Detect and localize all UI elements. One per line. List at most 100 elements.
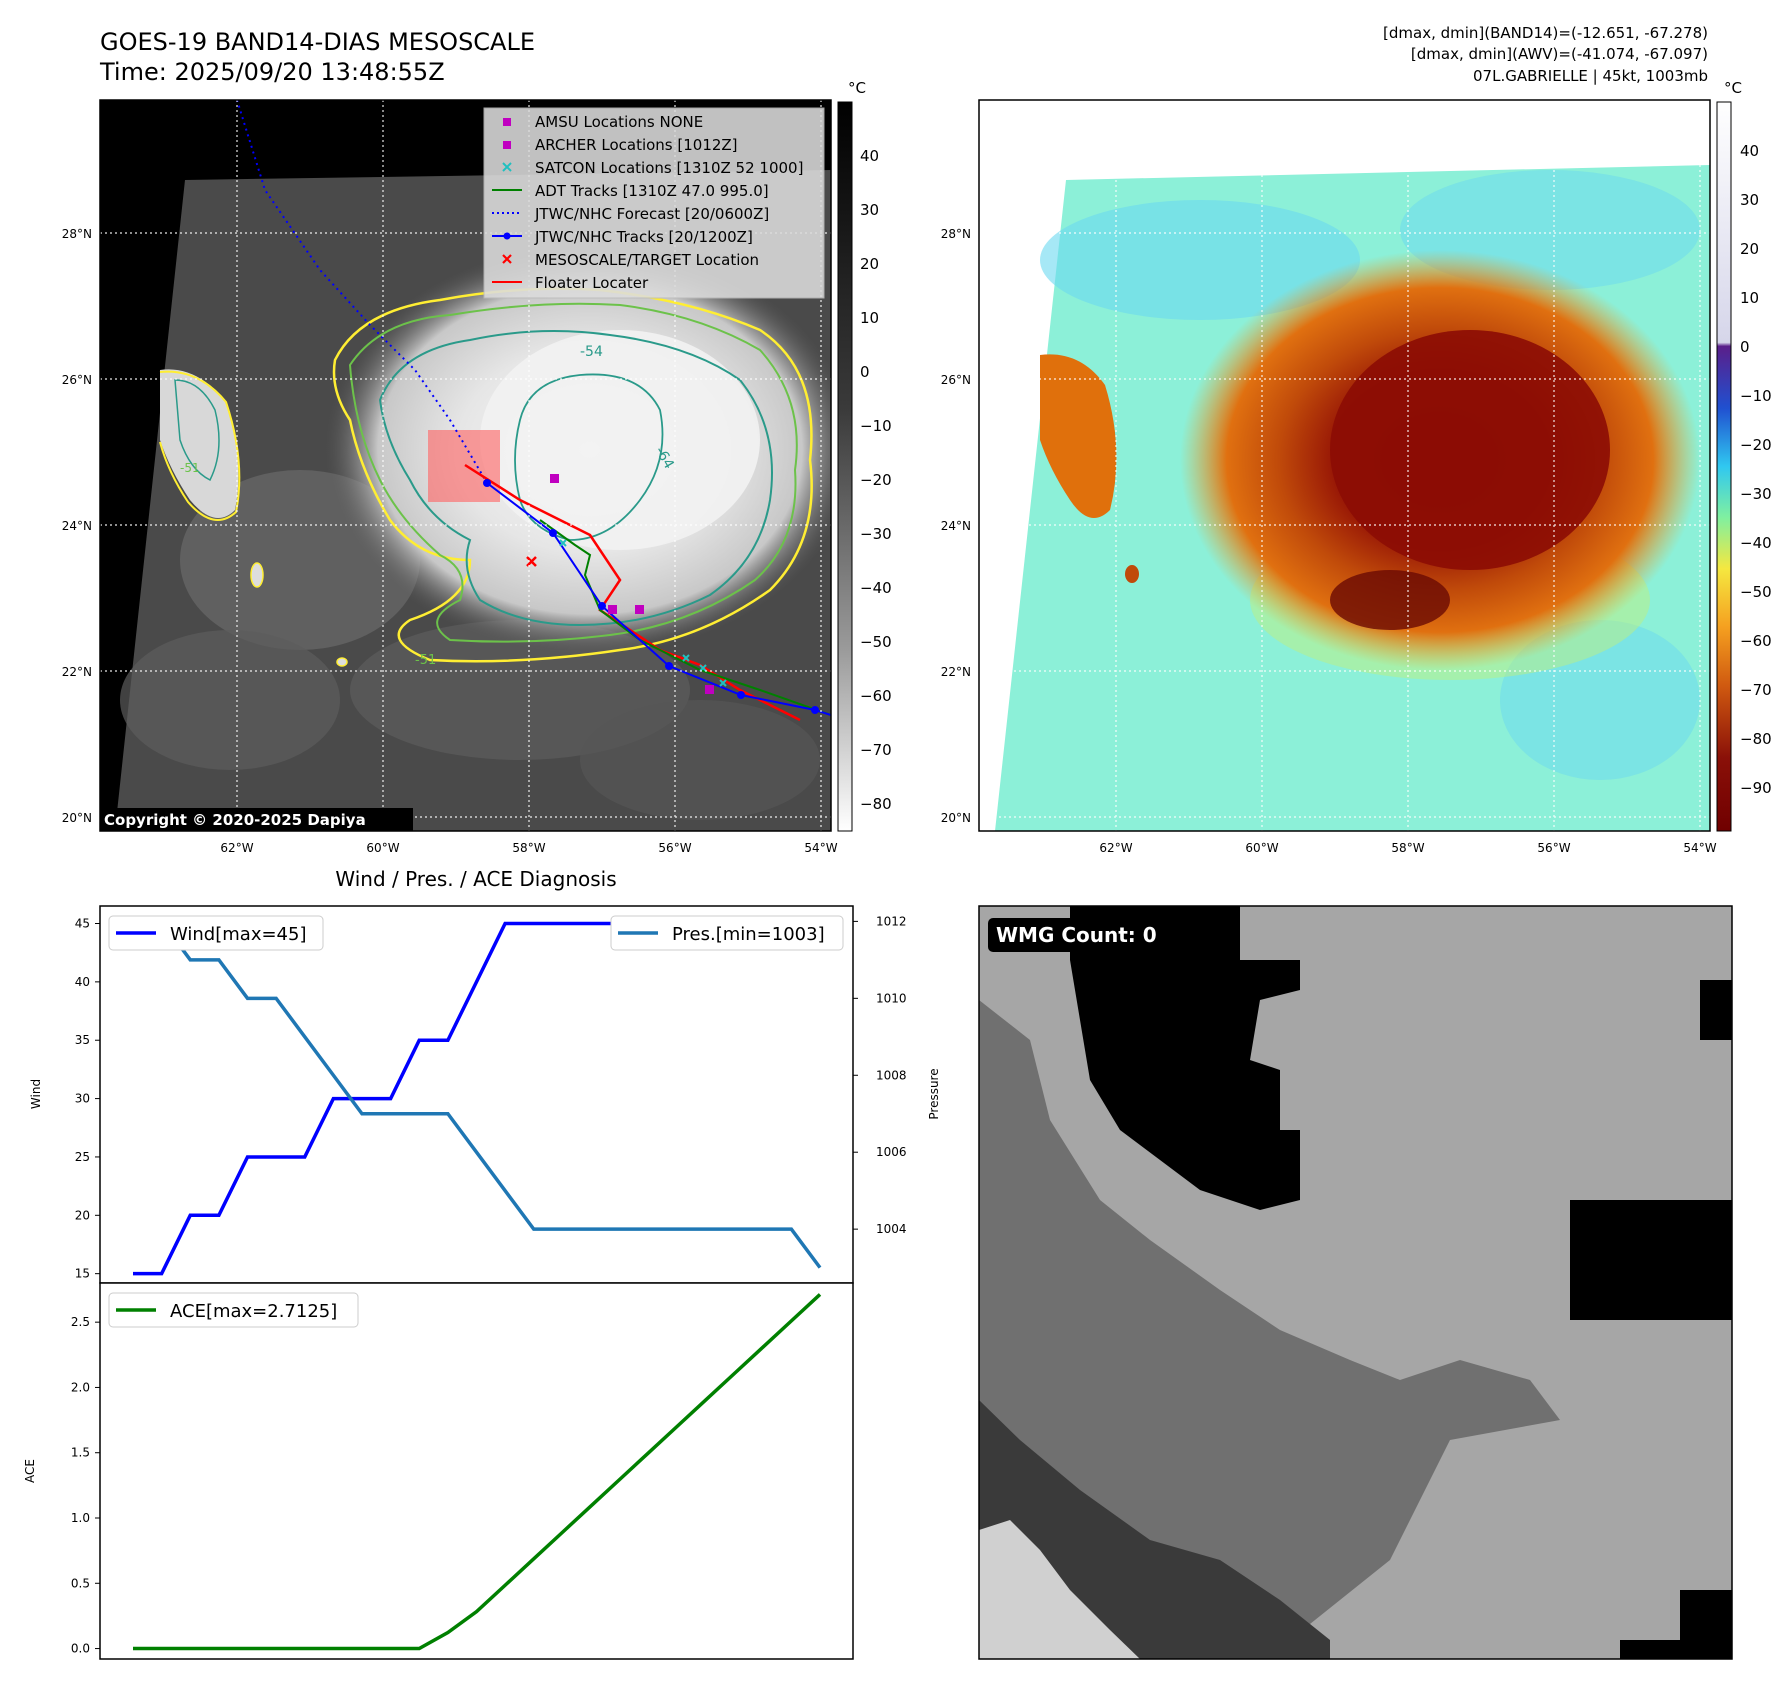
wmg-light-corner bbox=[979, 1520, 1140, 1659]
pressure-tick-label: 1006 bbox=[876, 1145, 907, 1159]
storm-info: 07L.GABRIELLE | 45kt, 1003mb bbox=[1473, 67, 1708, 85]
svg-text:62°W: 62°W bbox=[1099, 841, 1132, 855]
color-west-mass bbox=[1040, 354, 1117, 518]
ace-axis-label: ACE bbox=[23, 1459, 37, 1483]
svg-text:26°N: 26°N bbox=[941, 373, 971, 387]
ace-series-line bbox=[133, 1293, 822, 1651]
ir-lon-labels: 62°W 60°W 58°W 56°W 54°W bbox=[220, 841, 837, 855]
svg-text:−60: −60 bbox=[1740, 632, 1772, 650]
contour-label-51b: -51 bbox=[180, 461, 200, 475]
wind-tick-label: 45 bbox=[75, 917, 90, 931]
svg-text:20: 20 bbox=[1740, 240, 1759, 258]
svg-text:62°W: 62°W bbox=[220, 841, 253, 855]
svg-text:−50: −50 bbox=[1740, 583, 1772, 601]
pressure-legend: Pres.[min=1003] bbox=[610, 915, 844, 951]
stat-awv: [dmax, dmin](AWV)=(-41.074, -67.097) bbox=[1411, 45, 1708, 63]
contour-yellow-west bbox=[159, 370, 241, 521]
svg-text:24°N: 24°N bbox=[941, 519, 971, 533]
svg-text:−80: −80 bbox=[1740, 730, 1772, 748]
ir-lat-labels: 28°N 26°N 24°N 22°N 20°N bbox=[62, 227, 92, 825]
wmg-gray-band bbox=[979, 1000, 1560, 1659]
map-legend: AMSU Locations NONE ARCHER Locations [10… bbox=[483, 107, 825, 299]
wind-tick-label: 25 bbox=[75, 1150, 90, 1164]
svg-text:Wind[max=45]: Wind[max=45] bbox=[170, 924, 307, 945]
jtwc-track-points bbox=[483, 479, 819, 714]
svg-text:−30: −30 bbox=[1740, 485, 1772, 503]
svg-text:28°N: 28°N bbox=[941, 227, 971, 241]
ace-tick-label: 1.0 bbox=[71, 1511, 90, 1525]
archer-markers bbox=[550, 474, 714, 694]
svg-text:56°W: 56°W bbox=[658, 841, 691, 855]
svg-text:°C: °C bbox=[848, 79, 866, 97]
pressure-tick-label: 1010 bbox=[876, 991, 907, 1005]
svg-text:60°W: 60°W bbox=[366, 841, 399, 855]
diagnosis-title: Wind / Pres. / ACE Diagnosis bbox=[335, 867, 616, 891]
legend-target: MESOSCALE/TARGET Location bbox=[535, 251, 759, 269]
svg-text:−90: −90 bbox=[1740, 779, 1772, 797]
legend-archer: ARCHER Locations [1012Z] bbox=[535, 136, 738, 154]
satcon-markers bbox=[559, 539, 727, 687]
wind-tick-label: 20 bbox=[75, 1208, 90, 1222]
svg-text:°C: °C bbox=[1724, 79, 1742, 97]
legend-amsu: AMSU Locations NONE bbox=[535, 113, 703, 131]
wmg-count-label: WMG Count: 0 bbox=[996, 923, 1157, 947]
wind-tick-label: 15 bbox=[75, 1267, 90, 1281]
legend-satcon: SATCON Locations [1310Z 52 1000] bbox=[535, 159, 803, 177]
svg-text:40: 40 bbox=[860, 147, 879, 165]
floater-box bbox=[428, 430, 500, 502]
svg-text:−30: −30 bbox=[860, 525, 892, 543]
color-colorbar: °C 40 30 20 10 0 −10 −20 −30 −40 −50 −60… bbox=[1716, 79, 1772, 832]
ace-chart: 0.0 0.5 1.0 1.5 2.0 2.5 ACE ACE[max=2.7125] bbox=[23, 1282, 854, 1660]
contour-label-51: -51 bbox=[415, 653, 436, 668]
svg-text:−40: −40 bbox=[1740, 534, 1772, 552]
adt-track bbox=[539, 519, 831, 716]
svg-text:22°N: 22°N bbox=[941, 665, 971, 679]
svg-text:−40: −40 bbox=[860, 579, 892, 597]
svg-text:−20: −20 bbox=[860, 471, 892, 489]
stat-band14: [dmax, dmin](BAND14)=(-12.651, -67.278) bbox=[1383, 24, 1708, 42]
svg-text:56°W: 56°W bbox=[1537, 841, 1570, 855]
figure-time: Time: 2025/09/20 13:48:55Z bbox=[99, 58, 445, 86]
color-map-panel bbox=[979, 100, 1710, 831]
svg-text:−70: −70 bbox=[1740, 681, 1772, 699]
wind-tick-label: 30 bbox=[75, 1092, 90, 1106]
color-lat-labels: 28°N 26°N 24°N 22°N 20°N bbox=[941, 227, 971, 825]
svg-text:Pres.[min=1003]: Pres.[min=1003] bbox=[672, 924, 825, 945]
svg-text:60°W: 60°W bbox=[1245, 841, 1278, 855]
svg-text:26°N: 26°N bbox=[62, 373, 92, 387]
ace-tick-label: 2.5 bbox=[71, 1315, 90, 1329]
legend-adt: ADT Tracks [1310Z 47.0 995.0] bbox=[535, 182, 769, 200]
wind-axis-ticks: 15 20 25 30 35 40 45 bbox=[75, 917, 100, 1281]
pressure-tick-label: 1004 bbox=[876, 1222, 907, 1236]
svg-text:20°N: 20°N bbox=[62, 811, 92, 825]
ace-tick-label: 1.5 bbox=[71, 1446, 90, 1460]
gray-colorbar: °C 40 30 20 10 0 −10 −20 −30 −40 −50 −60… bbox=[837, 79, 892, 832]
svg-text:54°W: 54°W bbox=[804, 841, 837, 855]
target-location bbox=[526, 556, 537, 567]
svg-text:54°W: 54°W bbox=[1683, 841, 1716, 855]
svg-text:−10: −10 bbox=[1740, 387, 1772, 405]
pressure-axis-ticks: 1004 1006 1008 1010 1012 bbox=[853, 914, 907, 1236]
contour-teal-west bbox=[174, 379, 220, 482]
ace-tick-label: 0.0 bbox=[71, 1642, 90, 1656]
wind-tick-label: 35 bbox=[75, 1033, 90, 1047]
wind-legend: Wind[max=45] bbox=[108, 915, 324, 951]
pressure-series-line bbox=[133, 919, 822, 1269]
ace-tick-label: 2.0 bbox=[71, 1380, 90, 1394]
svg-text:10: 10 bbox=[1740, 289, 1759, 307]
wmg-panel: WMG Count: 0 bbox=[979, 906, 1732, 1659]
ace-axis-ticks: 0.0 0.5 1.0 1.5 2.0 2.5 bbox=[71, 1315, 100, 1656]
svg-text:58°W: 58°W bbox=[512, 841, 545, 855]
svg-text:−80: −80 bbox=[860, 795, 892, 813]
svg-text:−70: −70 bbox=[860, 741, 892, 759]
wmg-black-top bbox=[1070, 906, 1300, 1210]
wind-tick-label: 40 bbox=[75, 975, 90, 989]
svg-text:30: 30 bbox=[860, 201, 879, 219]
wind-pressure-chart: 15 20 25 30 35 40 45 1004 1006 1008 1010 1012 Wind… bbox=[29, 905, 941, 1284]
ir-map-panel: -54 -64 -51 -51 bbox=[100, 100, 831, 831]
contour-teal bbox=[378, 330, 773, 627]
svg-text:20°N: 20°N bbox=[941, 811, 971, 825]
svg-text:30: 30 bbox=[1740, 191, 1759, 209]
wind-axis-label: Wind bbox=[29, 1079, 43, 1109]
